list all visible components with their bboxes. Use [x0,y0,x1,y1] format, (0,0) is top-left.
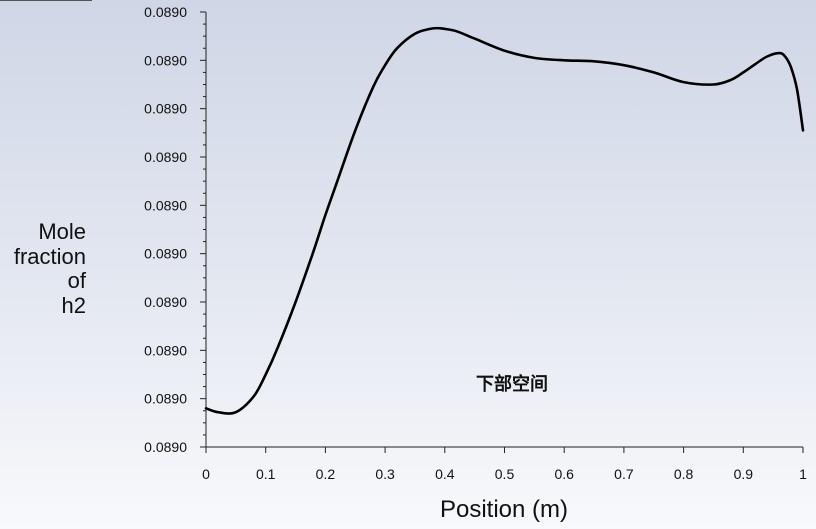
y-tick-label: 0.0890 [144,4,187,20]
x-tick-label: 0.5 [495,466,515,482]
y-axis-title: Mole fraction of h2 [14,219,87,318]
y-axis-title-line-1: Mole [38,219,86,244]
x-tick-label: 0.8 [674,466,694,482]
y-axis-title-line-3: of [68,268,87,293]
y-tick-label: 0.0890 [144,101,187,117]
y-tick-group: 0.0890 0.0890 0.0890 0.0890 0.0890 0.0890 0.08… [144,4,206,455]
y-axis-title-line-2: fraction [14,244,86,269]
x-tick-label: 0.1 [256,466,276,482]
y-tick-label: 0.0890 [144,439,187,455]
x-tick-label: 0.6 [554,466,574,482]
x-tick-label: 1 [799,466,807,482]
y-tick-label: 0.0890 [144,342,187,358]
y-tick-label: 0.0890 [144,294,187,310]
y-axis-title-line-4: h2 [62,293,86,318]
x-tick-label: 0.4 [435,466,455,482]
y-tick-label: 0.0890 [144,149,187,165]
y-tick-label: 0.0890 [144,52,187,68]
x-axis-title: Position (m) [440,496,568,523]
x-tick-group: 0 0.1 0.2 0.3 0.4 0.5 0.6 0.7 0.8 0.9 1 [202,447,807,482]
y-tick-label: 0.0890 [144,246,187,262]
annotation-label: 下部空间 [476,373,548,395]
x-tick-label: 0.9 [734,466,754,482]
series-line [204,26,805,415]
x-tick-label: 0.7 [614,466,634,482]
x-tick-label: 0.2 [316,466,336,482]
y-tick-label: 0.0890 [144,197,187,213]
x-tick-label: 0.3 [375,466,395,482]
x-tick-label: 0 [202,466,210,482]
y-tick-label: 0.0890 [144,391,187,407]
